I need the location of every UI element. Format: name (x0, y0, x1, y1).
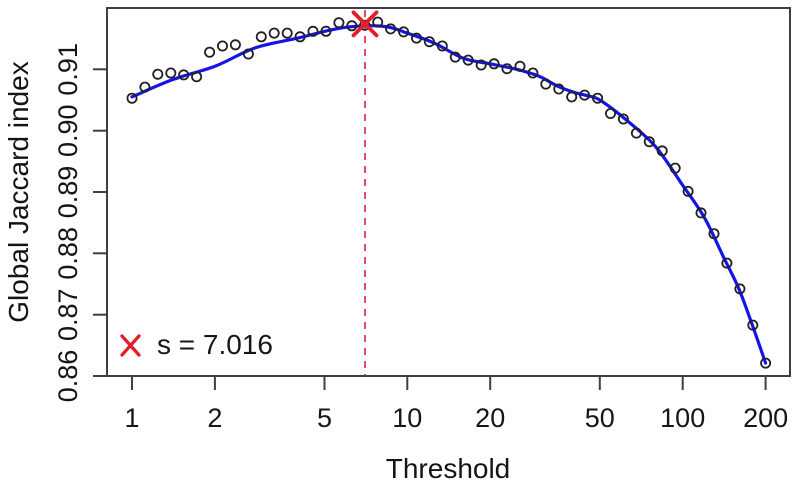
legend-x-marker-icon (120, 333, 141, 357)
x-tick-label: 2 (207, 403, 222, 433)
x-tick-label: 20 (475, 403, 505, 433)
data-point (605, 108, 617, 120)
x-tick-label: 5 (317, 403, 332, 433)
data-point (669, 162, 681, 174)
data-point (178, 69, 190, 81)
y-axis-title: Global Jaccard index (3, 61, 34, 323)
data-point (656, 145, 668, 157)
data-point (643, 136, 655, 148)
y-tick-label: 0.90 (53, 104, 83, 157)
data-point (747, 319, 759, 331)
data-point (281, 27, 293, 39)
data-point (126, 92, 138, 104)
data-point (617, 113, 629, 125)
data-point (475, 59, 487, 71)
x-tick-label: 50 (585, 403, 615, 433)
data-point (165, 67, 177, 79)
data-point (436, 40, 448, 52)
data-point (242, 48, 254, 60)
data-point (423, 36, 435, 48)
data-point (708, 228, 720, 240)
x-axis-title: Threshold (385, 453, 511, 482)
data-point (592, 92, 604, 104)
data-point (204, 46, 216, 58)
y-tick-label: 0.86 (53, 350, 83, 403)
data-point (346, 20, 358, 32)
data-point (488, 58, 500, 70)
y-tick-label: 0.87 (53, 288, 83, 341)
data-point (359, 19, 371, 31)
x-tick-label: 10 (392, 403, 422, 433)
data-point (307, 25, 319, 37)
data-point (152, 68, 164, 80)
y-tick-label: 0.89 (53, 166, 83, 219)
x-tick-label: 200 (743, 403, 788, 433)
data-point (255, 31, 267, 43)
data-point (682, 185, 694, 197)
legend-label: s = 7.016 (157, 329, 273, 360)
data-point (191, 71, 203, 83)
data-point (385, 23, 397, 35)
data-point (566, 91, 578, 103)
data-point (139, 81, 151, 93)
data-point (760, 357, 772, 369)
legend: s = 7.016 (119, 329, 273, 361)
data-point (579, 89, 591, 101)
y-tick-label: 0.88 (53, 227, 83, 280)
data-point (630, 127, 642, 139)
data-point (462, 54, 474, 66)
data-point (372, 16, 384, 28)
plot-layer: 1 2 5 10 20 50 100 200 0.86 0.87 0.88 0.89 0.90 0.91 (53, 7, 791, 433)
x-tick-label: 100 (660, 403, 705, 433)
data-point (501, 63, 513, 75)
data-point (514, 60, 526, 72)
optimum-x-marker (351, 10, 379, 38)
x-tick-label: 1 (124, 403, 139, 433)
loess-curve (130, 24, 768, 365)
data-point (294, 31, 306, 43)
data-point (695, 207, 707, 219)
data-point (527, 67, 539, 79)
data-point (229, 39, 241, 51)
data-point (449, 51, 461, 63)
data-point (320, 25, 332, 37)
data-point (268, 27, 280, 39)
data-point (721, 257, 733, 269)
y-tick-label: 0.91 (53, 43, 83, 96)
data-point (216, 40, 228, 52)
data-point (398, 26, 410, 38)
data-point (410, 32, 422, 44)
data-point (734, 283, 746, 295)
data-point (553, 83, 565, 95)
data-point (540, 78, 552, 90)
data-point (333, 17, 345, 29)
